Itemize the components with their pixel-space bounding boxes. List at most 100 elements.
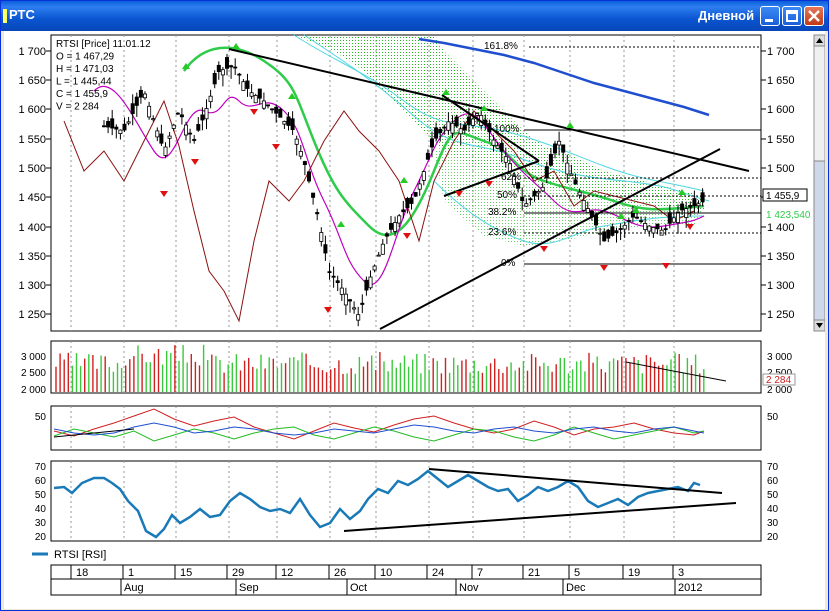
minimize-button[interactable] bbox=[760, 6, 780, 26]
rsi-line bbox=[53, 469, 701, 539]
sell-arrow-icon bbox=[686, 224, 694, 230]
scroll-thumb[interactable] bbox=[813, 160, 826, 322]
close-button[interactable] bbox=[804, 6, 824, 26]
window-title: РТС bbox=[9, 7, 35, 22]
rsi-tick-left: 40 bbox=[35, 504, 47, 515]
maximize-icon bbox=[786, 10, 798, 22]
candle-body bbox=[192, 139, 197, 141]
candle-body bbox=[688, 204, 693, 208]
time-day-label: 19 bbox=[628, 567, 640, 579]
candle-body bbox=[311, 192, 316, 198]
price-tick-right: 1 400 bbox=[767, 222, 795, 234]
price-scrollbar[interactable] bbox=[813, 34, 826, 332]
candle-body bbox=[294, 138, 299, 145]
volume-last-tag: 2 284 bbox=[762, 373, 796, 386]
time-month-label: Nov bbox=[459, 582, 479, 594]
candle-body bbox=[368, 276, 373, 289]
candle-body bbox=[524, 203, 529, 207]
price-tick-left: 1 450 bbox=[18, 192, 46, 204]
candle-body bbox=[265, 104, 270, 107]
price-info-line: O = 1 467,29 bbox=[56, 52, 115, 63]
price-info-line: H = 1 471,03 bbox=[56, 64, 114, 75]
candle-body bbox=[208, 95, 213, 103]
rsi-tick-left: 70 bbox=[35, 462, 47, 473]
candle-body bbox=[511, 175, 516, 185]
candle-body bbox=[188, 132, 193, 135]
rsi-tick-right: 20 bbox=[767, 532, 779, 543]
osc-blue-line bbox=[53, 422, 705, 436]
candle-body bbox=[622, 224, 627, 230]
candle-body bbox=[536, 190, 541, 194]
time-day-label: 3 bbox=[678, 567, 684, 579]
price-tick-left: 1 650 bbox=[18, 75, 46, 87]
cloud-upper-fill bbox=[294, 35, 704, 211]
chart-canvas[interactable]: 161.8% 100% 62% 50% 38.2% 23.6% 0% RTSI [Price… bbox=[4, 31, 826, 609]
candle-body bbox=[466, 116, 471, 125]
candle-body bbox=[257, 88, 262, 99]
candle-body bbox=[626, 220, 631, 222]
time-axis-days: 18 1 15 29 12 26 10 24 7 21 5 19 3 bbox=[70, 565, 684, 579]
title-bar[interactable]: РТС Дневной bbox=[1, 1, 828, 31]
scroll-down-icon[interactable] bbox=[816, 323, 823, 328]
candle-body bbox=[118, 129, 123, 134]
sell-arrow-icon bbox=[455, 191, 463, 197]
buy-arrow-icon bbox=[232, 43, 240, 49]
candle-body bbox=[475, 113, 480, 116]
sell-arrow-icon bbox=[600, 265, 608, 271]
last-price-tag: 1 455,9 bbox=[762, 188, 808, 202]
fibonacci bbox=[524, 46, 761, 265]
candle-body bbox=[565, 162, 570, 175]
candle-body bbox=[384, 233, 389, 237]
rsi-tick-right: 70 bbox=[767, 462, 779, 473]
candle-body bbox=[360, 302, 365, 305]
sell-arrow-icon bbox=[662, 263, 670, 269]
buy-arrow-icon bbox=[442, 89, 450, 95]
scroll-up-icon[interactable] bbox=[816, 38, 823, 43]
price-tick-left: 1 350 bbox=[18, 251, 46, 263]
candle-body bbox=[364, 279, 369, 291]
candle-body bbox=[581, 199, 586, 211]
candle-body bbox=[331, 275, 336, 278]
candle-body bbox=[155, 130, 160, 138]
candle-body bbox=[671, 217, 676, 223]
price-tick-right: 1 250 bbox=[767, 309, 795, 321]
rsi-axis: 70 60 50 40 30 20 70 60 50 40 30 20 bbox=[35, 462, 779, 543]
candle-body bbox=[393, 222, 398, 232]
candle-body bbox=[126, 121, 131, 124]
chart-area[interactable]: 161.8% 100% 62% 50% 38.2% 23.6% 0% RTSI [Price… bbox=[4, 31, 826, 609]
candle-body bbox=[306, 171, 311, 182]
time-month-label: Aug bbox=[124, 582, 144, 594]
candle-body bbox=[413, 192, 418, 197]
candle-body bbox=[651, 227, 656, 234]
time-axis-months: Aug Sep Oct Nov Dec 2012 bbox=[120, 579, 702, 595]
candle-body bbox=[462, 124, 467, 131]
buy-arrow-icon bbox=[480, 105, 488, 111]
candle-body bbox=[692, 198, 697, 207]
candle-body bbox=[343, 293, 348, 306]
candle-body bbox=[253, 95, 258, 104]
candle-body bbox=[421, 171, 426, 181]
buy-arrow-icon bbox=[400, 177, 408, 183]
maximize-button[interactable] bbox=[782, 6, 802, 26]
time-day-label: 5 bbox=[574, 567, 580, 579]
candle-body bbox=[302, 161, 307, 165]
candle-body bbox=[278, 108, 283, 118]
candle-body bbox=[544, 166, 549, 178]
candle-body bbox=[151, 118, 156, 121]
candle-body bbox=[106, 120, 111, 128]
rsi-tick-left: 20 bbox=[35, 532, 47, 543]
fib-label: 38.2% bbox=[488, 207, 516, 218]
candle-body bbox=[315, 212, 320, 215]
candle-body bbox=[491, 139, 496, 146]
ma-blue-line bbox=[418, 37, 710, 117]
close-icon bbox=[808, 10, 820, 22]
candle-body bbox=[548, 153, 553, 166]
candle-body bbox=[261, 100, 266, 109]
trendlines bbox=[228, 48, 750, 330]
price-info-box: RTSI [Price] 11.01.12 O = 1 467,29H = 1 4… bbox=[56, 39, 151, 113]
time-day-label: 12 bbox=[281, 567, 293, 579]
candle-body bbox=[233, 66, 238, 69]
price-tick-right: 1 550 bbox=[767, 134, 795, 146]
volume-bars bbox=[55, 344, 705, 392]
candle-body bbox=[163, 146, 168, 156]
